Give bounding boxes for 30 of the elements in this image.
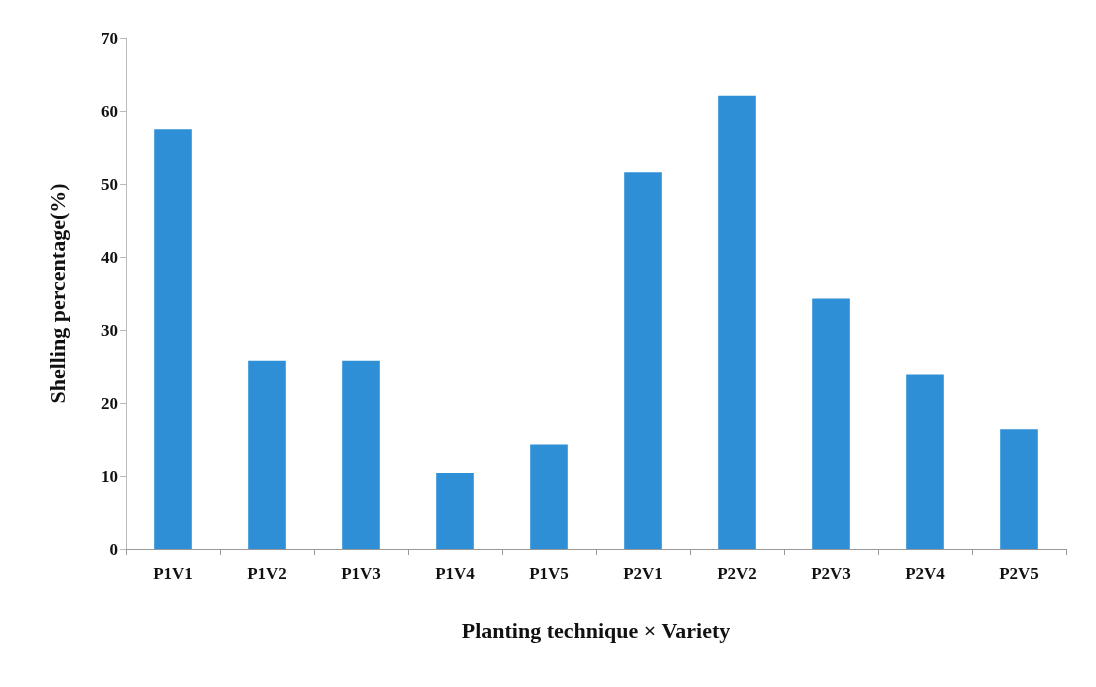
bar <box>530 444 568 549</box>
x-tick-label: P1V4 <box>435 564 476 583</box>
y-tick-label: 30 <box>101 320 118 340</box>
bar <box>906 374 944 549</box>
bar <box>718 95 756 549</box>
x-axis-title: Planting technique × Variety <box>461 617 731 643</box>
bar <box>248 360 286 549</box>
y-tick-label: 50 <box>101 174 118 194</box>
bar <box>342 360 380 549</box>
x-tick-label: P1V5 <box>529 564 569 583</box>
x-tick-label: P1V2 <box>247 564 287 583</box>
y-tick-label: 40 <box>101 247 118 267</box>
x-tick-label: P1V3 <box>341 564 381 583</box>
x-tick-label: P2V5 <box>999 564 1039 583</box>
y-axis-title: Shelling percentage(%) <box>44 183 70 404</box>
y-tick-label: 60 <box>101 101 118 121</box>
y-tick-label: 10 <box>101 466 118 486</box>
bar <box>812 298 850 549</box>
y-tick-label: 70 <box>101 28 118 48</box>
x-tick-label: P2V1 <box>623 564 663 583</box>
x-tick-label: P2V2 <box>717 564 757 583</box>
x-tick-label: P2V3 <box>811 564 851 583</box>
bar <box>436 473 474 549</box>
bar <box>154 129 192 549</box>
x-tick-label: P2V4 <box>905 564 946 583</box>
y-tick-label: 20 <box>101 393 118 413</box>
bar <box>1000 429 1038 549</box>
x-tick-label: P1V1 <box>153 564 193 583</box>
y-tick-label: 0 <box>109 539 118 559</box>
bar <box>624 172 662 549</box>
